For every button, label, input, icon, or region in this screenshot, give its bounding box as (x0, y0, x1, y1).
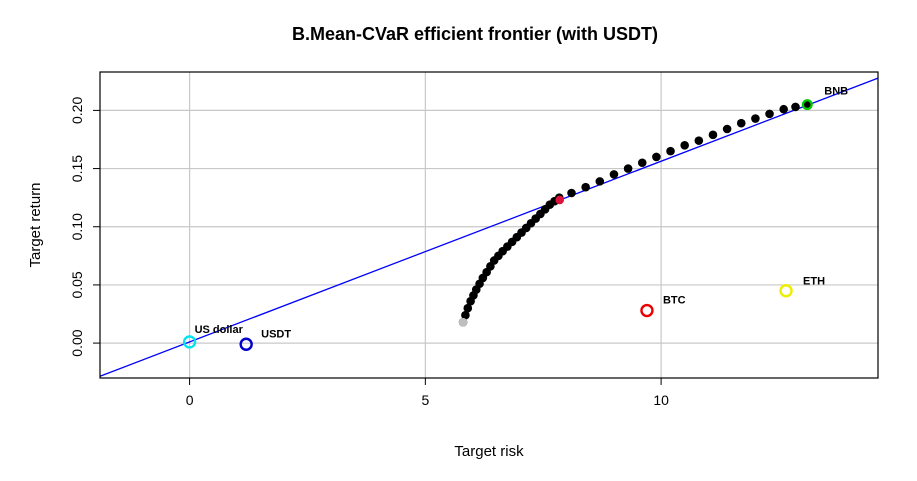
x-axis: 0 5 10 (186, 378, 669, 408)
asset-point-us-dollar (182, 335, 197, 349)
frontier-point (708, 130, 718, 140)
capital-market-line (99, 77, 879, 377)
asset-points: US dollar USDT BTC ETH BNB (182, 86, 848, 351)
frontier-point (765, 109, 774, 119)
asset-label-us-dollar: US dollar (195, 324, 244, 336)
y-tick-label: 0.05 (69, 271, 85, 298)
y-axis-label: Target return (27, 182, 44, 267)
asset-label-bnb: BNB (824, 86, 848, 98)
frontier-point (652, 152, 661, 162)
capital-market-line-layer (99, 77, 879, 377)
asset-label-usdt: USDT (261, 328, 291, 340)
frontier-point (666, 146, 675, 156)
tangency-point (555, 195, 565, 205)
frontier-point (680, 141, 689, 150)
x-tick-label: 5 (421, 392, 429, 408)
frontier-point (567, 188, 576, 198)
frontier-point (637, 158, 647, 168)
y-tick-label: 0.15 (69, 155, 85, 182)
frontier-point (751, 114, 760, 123)
frontier-point (722, 124, 732, 134)
y-tick-label: 0.10 (69, 213, 85, 240)
frontier-point (463, 303, 473, 313)
min-risk-point (458, 317, 468, 327)
x-tick-label: 0 (186, 392, 194, 408)
chart-title: B.Mean-CVaR efficient frontier (with USD… (292, 24, 658, 44)
asset-point-btc (640, 303, 654, 318)
asset-point-eth (779, 284, 793, 298)
frontier-point (609, 170, 619, 179)
y-axis: 0.00 0.05 0.10 0.15 0.20 (69, 97, 100, 357)
frontier-point (461, 310, 470, 320)
frontier-point (623, 164, 633, 173)
frontier-point (581, 182, 590, 192)
frontier-series (458, 100, 812, 327)
y-tick-label: 0.00 (69, 329, 85, 356)
frontier-point (736, 118, 746, 128)
x-axis-label: Target risk (454, 443, 524, 460)
frontier-point (791, 102, 800, 112)
plot-frame (99, 71, 879, 379)
asset-point-usdt (239, 337, 253, 351)
asset-label-eth: ETH (803, 276, 825, 288)
frontier-point (595, 177, 605, 186)
frontier-point (694, 136, 704, 145)
y-tick-label: 0.20 (69, 97, 85, 124)
x-tick-label: 10 (653, 392, 669, 408)
asset-point-bnb-core (804, 101, 811, 108)
asset-label-btc: BTC (663, 295, 686, 307)
frontier-point (779, 104, 788, 114)
